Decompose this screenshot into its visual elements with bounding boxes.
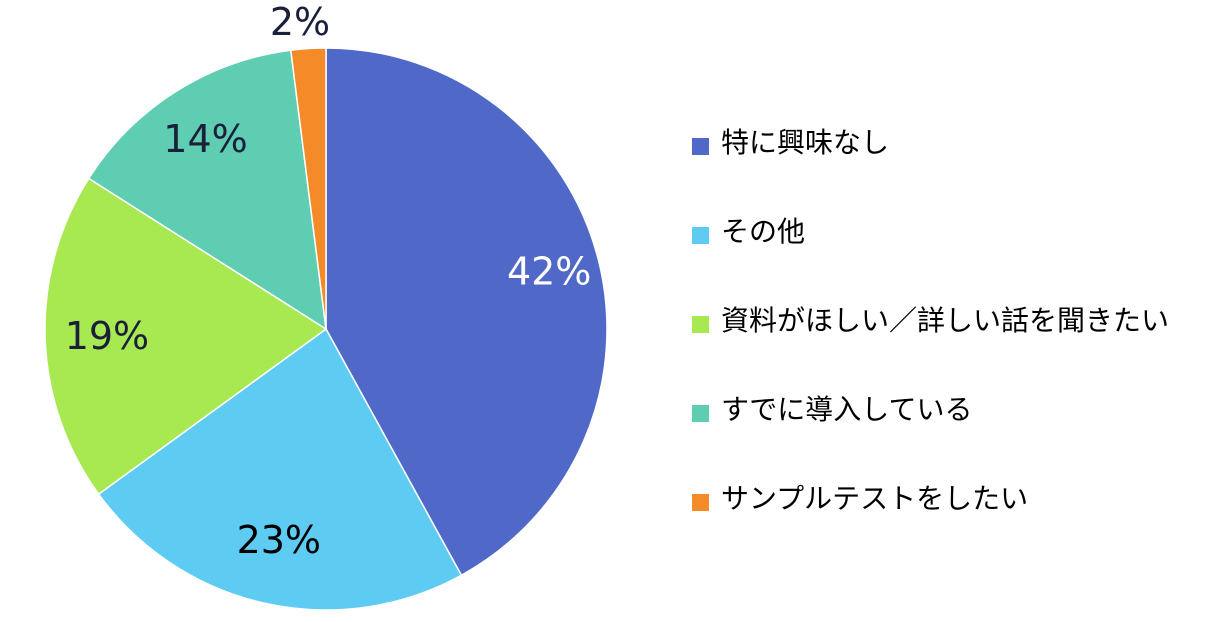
legend-label: 特に興味なし: [721, 126, 890, 159]
data-label: 2%: [270, 0, 330, 44]
legend-label: サンプルテストをしたい: [721, 482, 1029, 515]
pie-chart: 42% 23% 19% 14% 2%: [44, 0, 608, 611]
pie-slice: [87, 49, 327, 331]
legend-label: 資料がほしい／詳しい話を聞きたい: [721, 304, 1170, 337]
pie-slice: [44, 177, 328, 496]
legend-item: すでに導入している: [692, 387, 1169, 476]
legend-swatch-2: [692, 316, 709, 333]
legend-swatch-1: [692, 227, 709, 244]
pie-slice: [289, 47, 327, 330]
legend: 特に興味なし その他 資料がほしい／詳しい話を聞きたい すでに導入している サン…: [692, 120, 1169, 565]
legend-item: 資料がほしい／詳しい話を聞きたい: [692, 298, 1169, 387]
data-label: 42%: [507, 250, 591, 294]
data-label: 14%: [163, 117, 247, 161]
data-label: 23%: [237, 518, 321, 562]
legend-item: 特に興味なし: [692, 120, 1169, 209]
legend-swatch-3: [692, 405, 709, 422]
data-label: 19%: [65, 314, 149, 358]
legend-label: すでに導入している: [721, 393, 973, 426]
legend-item: サンプルテストをしたい: [692, 476, 1169, 565]
legend-swatch-0: [692, 138, 709, 155]
legend-label: その他: [721, 215, 806, 248]
legend-swatch-4: [692, 494, 709, 511]
pie-slice: [97, 327, 463, 611]
pie-slice: [325, 47, 608, 577]
legend-item: その他: [692, 209, 1169, 298]
